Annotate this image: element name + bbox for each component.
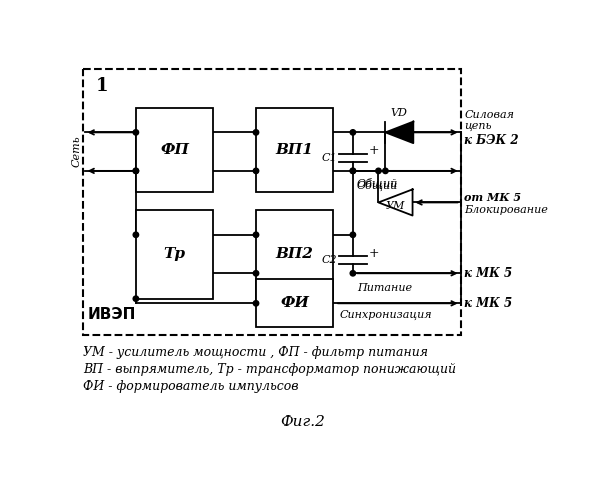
Circle shape	[383, 168, 388, 173]
Circle shape	[350, 232, 356, 237]
Text: ФИ: ФИ	[280, 296, 309, 310]
Circle shape	[133, 168, 138, 173]
Text: к МК 5: к МК 5	[465, 297, 512, 310]
Text: 1: 1	[96, 77, 108, 95]
Text: от МК 5: от МК 5	[465, 192, 522, 202]
Text: Питание: Питание	[357, 282, 412, 292]
Circle shape	[350, 168, 356, 173]
Text: VD: VD	[391, 108, 408, 118]
Polygon shape	[378, 190, 413, 216]
Bar	[136, 210, 213, 298]
Text: Тр: Тр	[164, 248, 186, 262]
Text: C2: C2	[322, 255, 337, 265]
Text: ФП: ФП	[160, 143, 189, 157]
Text: +: +	[369, 247, 379, 260]
Text: Общий: Общий	[357, 180, 398, 192]
Text: УМ - усилитель мощности , ФП - фильтр питания: УМ - усилитель мощности , ФП - фильтр пи…	[83, 346, 428, 360]
Circle shape	[376, 168, 381, 173]
Circle shape	[350, 130, 356, 135]
Text: ВП1: ВП1	[276, 143, 314, 157]
Text: ФИ - формирователь импульсов: ФИ - формирователь импульсов	[83, 380, 298, 394]
Text: к БЭК 2: к БЭК 2	[465, 134, 519, 146]
Bar	[256, 210, 333, 298]
Text: ВП - выпрямитель, Тр - трансформатор понижающий: ВП - выпрямитель, Тр - трансформатор пон…	[83, 364, 456, 376]
Circle shape	[133, 232, 138, 237]
Circle shape	[254, 300, 259, 306]
Text: Фиг.2: Фиг.2	[280, 415, 325, 429]
Bar	[136, 108, 213, 192]
Circle shape	[133, 130, 138, 135]
Bar	[256, 280, 333, 327]
Text: к МК 5: к МК 5	[465, 267, 512, 280]
Circle shape	[133, 296, 138, 302]
Text: Общий: Общий	[357, 178, 398, 189]
Text: +: +	[369, 144, 379, 158]
Text: цепь: цепь	[465, 121, 492, 131]
Text: ВП2: ВП2	[276, 248, 314, 262]
Circle shape	[254, 168, 259, 173]
Polygon shape	[385, 122, 413, 143]
Text: Сеть: Сеть	[72, 136, 82, 168]
Text: ИВЭП: ИВЭП	[88, 307, 136, 322]
Bar	[256, 108, 333, 192]
Circle shape	[254, 270, 259, 276]
Text: УМ: УМ	[386, 202, 405, 211]
Bar	[83, 69, 460, 335]
Circle shape	[254, 232, 259, 237]
Circle shape	[350, 270, 356, 276]
Text: Силовая: Силовая	[465, 110, 515, 120]
Circle shape	[254, 130, 259, 135]
Text: C1: C1	[322, 153, 337, 163]
Circle shape	[350, 168, 356, 173]
Circle shape	[133, 168, 138, 173]
Text: Блокирование: Блокирование	[465, 205, 548, 215]
Text: Синхронизация: Синхронизация	[340, 310, 433, 320]
